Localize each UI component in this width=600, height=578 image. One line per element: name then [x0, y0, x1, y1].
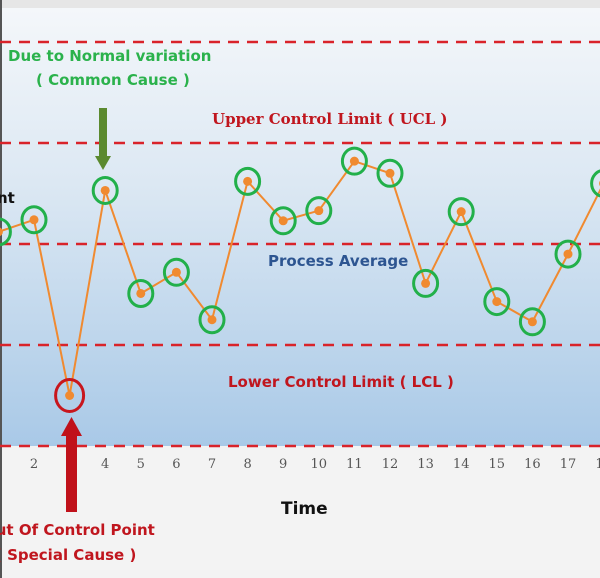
data-point	[278, 216, 288, 226]
x-tick-label: 17	[560, 457, 577, 472]
plot-area	[0, 8, 600, 446]
common-cause-circle	[162, 257, 190, 287]
data-point	[65, 391, 75, 400]
common-cause-circle	[20, 205, 48, 235]
x-tick-label: 10	[311, 457, 328, 472]
data-point	[29, 215, 39, 225]
x-tick-label: 8	[243, 457, 251, 472]
common-cause-circle	[590, 169, 600, 198]
data-point	[492, 297, 502, 307]
x-tick-label: 5	[137, 457, 145, 472]
common-cause-label-line1: Due to Normal variation	[8, 47, 211, 65]
data-point	[385, 168, 395, 178]
data-point	[171, 267, 181, 277]
x-tick-label: 14	[453, 457, 470, 472]
lcl-label: Lower Control Limit ( LCL )	[228, 373, 454, 391]
common-cause-circle	[447, 197, 475, 227]
data-point	[421, 278, 431, 288]
special-cause-arrow	[61, 417, 82, 512]
common-cause-circle	[269, 206, 297, 236]
common-cause-circle	[483, 287, 511, 317]
data-point	[136, 288, 146, 298]
x-tick-label: 11	[346, 457, 363, 472]
data-point	[243, 176, 253, 186]
ucl-label: Upper Control Limit ( UCL )	[212, 110, 448, 128]
common-cause-circle	[376, 158, 404, 188]
x-tick-label: 6	[172, 457, 180, 472]
x-tick-label: 9	[279, 457, 287, 472]
special-cause-label-line2: ( Special Cause )	[0, 546, 136, 564]
common-cause-circle	[412, 268, 440, 298]
common-cause-circle	[234, 166, 262, 196]
common-cause-circle	[305, 196, 333, 226]
special-cause-circle	[54, 378, 86, 413]
x-tick-label: 2	[30, 457, 38, 472]
common-cause-arrow	[95, 108, 111, 170]
x-tick-label: 13	[417, 457, 434, 472]
x-tick-label: 16	[524, 457, 541, 472]
common-cause-circle	[0, 217, 12, 247]
x-tick-label: 4	[101, 457, 109, 472]
special-cause-label-line1: Out Of Control Point	[0, 521, 155, 539]
x-tick-label: 7	[208, 457, 216, 472]
common-cause-circle	[127, 278, 155, 308]
common-cause-circle	[91, 175, 119, 205]
data-point	[100, 185, 110, 195]
top-border	[0, 0, 600, 8]
process-average-label: Process Average	[268, 252, 408, 270]
data-line	[0, 159, 600, 396]
y-axis-title-fragment: nt	[0, 189, 15, 207]
data-point	[527, 317, 537, 327]
common-cause-circle	[554, 239, 582, 269]
left-border	[0, 0, 2, 578]
data-point	[563, 249, 573, 259]
x-tick-label: 1	[0, 457, 3, 472]
data-point	[207, 315, 217, 325]
x-tick-label: 15	[489, 457, 506, 472]
data-point	[456, 207, 466, 217]
common-cause-label-line2: ( Common Cause )	[36, 71, 190, 89]
data-point	[314, 206, 324, 216]
x-tick-label: 12	[382, 457, 399, 472]
common-cause-circle	[340, 146, 368, 176]
common-cause-circle	[198, 305, 226, 335]
x-tick-label: 18	[595, 457, 600, 472]
x-axis-title: Time	[281, 499, 328, 519]
data-point	[349, 156, 359, 166]
data-point	[0, 227, 3, 237]
common-cause-circle	[518, 307, 546, 337]
